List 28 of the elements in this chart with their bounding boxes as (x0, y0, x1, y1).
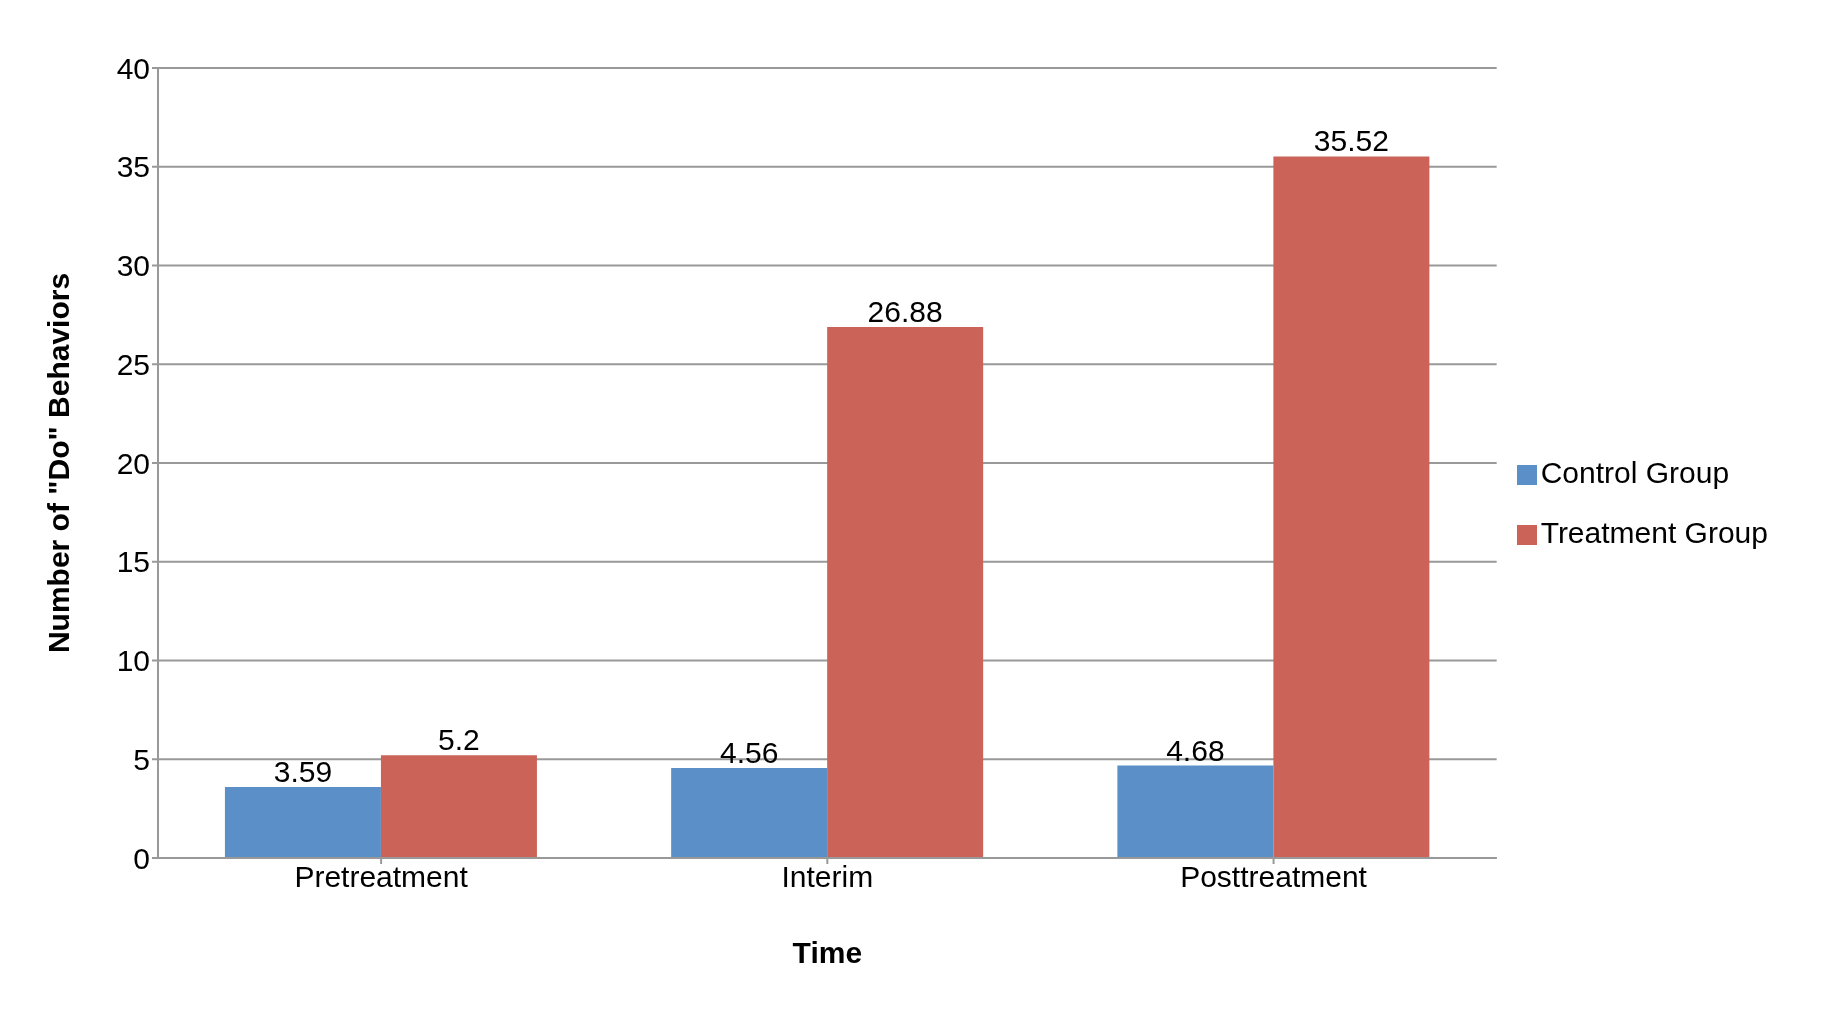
y-tick-label: 30 (116, 249, 150, 283)
legend-label: Treatment Group (1540, 516, 1768, 549)
bar (1117, 765, 1274, 858)
y-axis-title: Number of "Do" Behaviors (41, 272, 75, 654)
bar (1273, 156, 1430, 858)
bar (827, 327, 984, 858)
x-tick-label: Posttreatment (1180, 860, 1368, 894)
data-label: 4.68 (1166, 733, 1225, 767)
x-tick-label: Pretreatment (294, 860, 469, 894)
y-tick-label: 40 (116, 51, 150, 85)
y-tick-label: 25 (116, 347, 150, 381)
bar (224, 787, 381, 858)
data-label: 35.52 (1313, 124, 1389, 158)
y-tick-label: 35 (116, 150, 150, 184)
data-label: 3.59 (273, 755, 333, 789)
y-tick-label: 15 (116, 545, 150, 579)
y-tick-label: 20 (116, 446, 150, 480)
y-tick-label: 0 (133, 841, 150, 875)
bar (671, 767, 828, 858)
legend-label: Control Group (1540, 456, 1730, 489)
x-axis-title: Time (792, 936, 863, 969)
data-label: 5.2 (438, 723, 480, 757)
x-tick-label: Interim (781, 860, 874, 894)
bar (380, 755, 537, 858)
data-label: 26.88 (867, 295, 943, 329)
data-label: 4.56 (719, 735, 779, 769)
y-tick-label: 5 (133, 742, 150, 776)
y-tick-label: 10 (116, 644, 150, 678)
